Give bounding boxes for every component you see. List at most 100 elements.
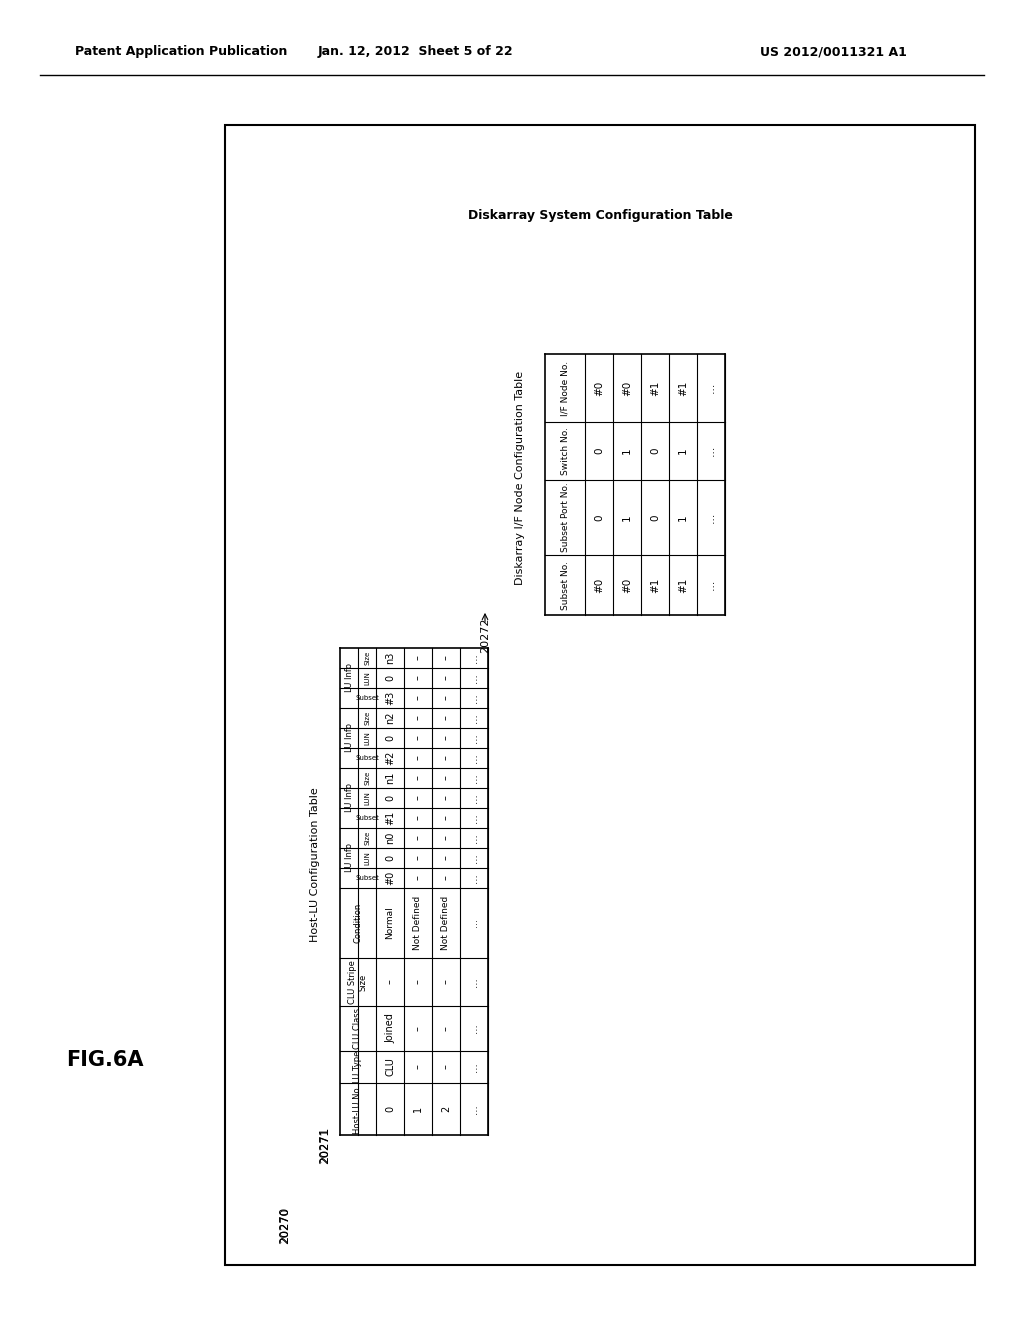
Text: –: – (441, 796, 451, 800)
Text: …: … (469, 977, 479, 987)
Text: –: – (441, 715, 451, 721)
Text: Subset: Subset (355, 696, 379, 701)
Text: #0: #0 (385, 871, 395, 886)
Text: FIG.6A: FIG.6A (67, 1049, 143, 1071)
Text: –: – (441, 1026, 451, 1031)
Text: …: … (469, 774, 479, 783)
Text: –: – (413, 735, 423, 741)
Text: LUN: LUN (364, 671, 370, 685)
Text: 0: 0 (385, 795, 395, 801)
Text: CLU Class: CLU Class (353, 1008, 362, 1049)
Text: 1: 1 (678, 515, 688, 521)
Text: Patent Application Publication: Patent Application Publication (75, 45, 288, 58)
Text: 0: 0 (385, 855, 395, 861)
Text: LU Info: LU Info (344, 723, 353, 752)
Text: Diskarray System Configuration Table: Diskarray System Configuration Table (468, 209, 732, 222)
Text: –: – (413, 979, 423, 985)
Text: –: – (441, 755, 451, 760)
Text: #0: #0 (594, 380, 604, 396)
Bar (225, 125, 975, 1265)
Text: Size: Size (364, 771, 370, 785)
Text: –: – (413, 796, 423, 800)
Text: –: – (413, 875, 423, 880)
Text: –: – (441, 836, 451, 841)
Text: Switch No.: Switch No. (560, 426, 569, 475)
Text: –: – (441, 735, 451, 741)
Text: #1: #1 (650, 380, 660, 396)
Text: 2: 2 (441, 1106, 451, 1113)
Text: …: … (706, 512, 716, 523)
Text: LU Type: LU Type (353, 1051, 362, 1084)
Text: 20271: 20271 (319, 1127, 330, 1163)
Text: #0: #0 (594, 577, 604, 593)
Text: –: – (413, 855, 423, 861)
Text: –: – (413, 696, 423, 701)
Text: #1: #1 (678, 380, 688, 396)
Text: –: – (441, 875, 451, 880)
Text: 1: 1 (678, 447, 688, 454)
Text: Size: Size (364, 711, 370, 725)
Text: –: – (441, 676, 451, 680)
Text: …: … (469, 693, 479, 702)
Text: …: … (706, 446, 716, 457)
Text: …: … (469, 1023, 479, 1034)
Text: Size: Size (364, 830, 370, 845)
Text: LUN: LUN (364, 851, 370, 865)
Text: Normal: Normal (385, 907, 394, 940)
Text: 0: 0 (385, 735, 395, 741)
Text: Subset: Subset (355, 755, 379, 762)
Text: …: … (469, 793, 479, 803)
Text: #2: #2 (385, 751, 395, 766)
Text: …: … (469, 673, 479, 682)
Text: –: – (413, 836, 423, 841)
Text: Joined: Joined (385, 1014, 395, 1043)
Text: 20271: 20271 (318, 1126, 332, 1164)
Text: Host-LU No.: Host-LU No. (353, 1085, 362, 1134)
Text: –: – (441, 656, 451, 660)
Text: –: – (413, 776, 423, 780)
Text: 20270: 20270 (279, 1206, 292, 1243)
Text: US 2012/0011321 A1: US 2012/0011321 A1 (760, 45, 907, 58)
Text: 1: 1 (413, 1106, 423, 1111)
Text: n2: n2 (385, 711, 395, 725)
Text: …: … (706, 579, 716, 590)
Text: Condition: Condition (353, 903, 362, 942)
Text: –: – (441, 816, 451, 821)
Text: LU Info: LU Info (344, 664, 353, 693)
Text: …: … (469, 833, 479, 843)
Text: I/F Node No.: I/F Node No. (560, 360, 569, 416)
Text: –: – (413, 1064, 423, 1069)
Text: –: – (413, 816, 423, 821)
Text: 1: 1 (622, 447, 632, 454)
Text: …: … (469, 1104, 479, 1114)
Text: LU Info: LU Info (344, 784, 353, 813)
Text: n1: n1 (385, 772, 395, 784)
Text: Size: Size (364, 651, 370, 665)
Text: …: … (469, 1063, 479, 1072)
Text: Subset: Subset (355, 875, 379, 880)
Text: LUN: LUN (364, 731, 370, 744)
Text: 0: 0 (385, 1106, 395, 1111)
Text: CLU Stripe
Size: CLU Stripe Size (348, 960, 368, 1005)
Text: –: – (441, 776, 451, 780)
Text: Not Defined: Not Defined (414, 896, 423, 950)
Text: –: – (441, 979, 451, 985)
Text: –: – (413, 656, 423, 660)
Text: …: … (469, 853, 479, 863)
Text: 0: 0 (650, 447, 660, 454)
Text: …: … (706, 383, 716, 393)
Text: #1: #1 (650, 577, 660, 593)
Text: Subset Port No.: Subset Port No. (560, 483, 569, 552)
Text: #1: #1 (385, 810, 395, 825)
Text: …: … (469, 713, 479, 723)
Text: #0: #0 (622, 380, 632, 396)
Text: …: … (469, 919, 478, 928)
Text: n0: n0 (385, 832, 395, 845)
Text: Host-LU Configuration Table: Host-LU Configuration Table (310, 788, 319, 942)
Text: –: – (413, 1026, 423, 1031)
Text: –: – (413, 755, 423, 760)
Text: Subset No.: Subset No. (560, 561, 569, 610)
Text: –: – (441, 696, 451, 701)
Text: …: … (469, 813, 479, 822)
Text: Diskarray I/F Node Configuration Table: Diskarray I/F Node Configuration Table (515, 371, 525, 585)
